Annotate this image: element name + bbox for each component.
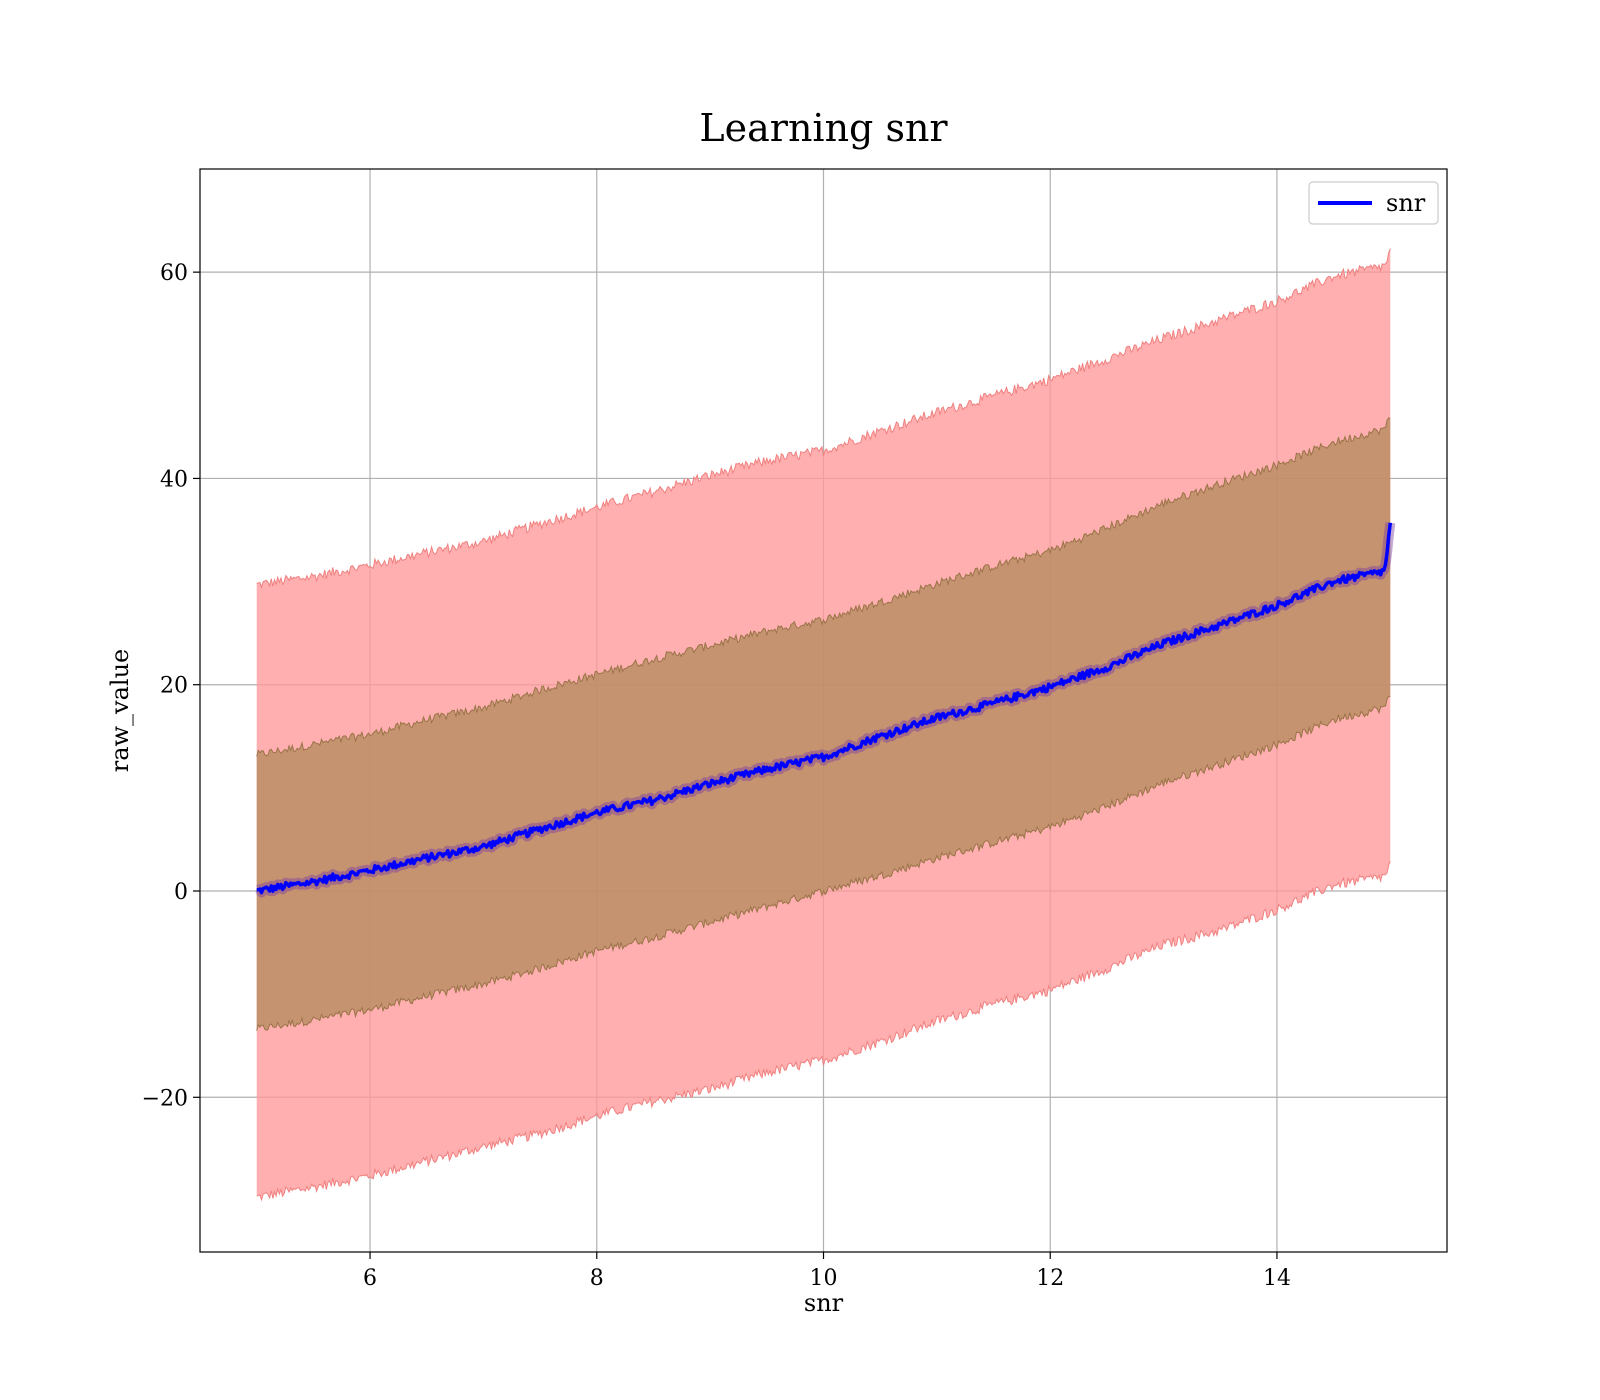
y-tick-label: 20 [160,674,188,699]
series-lines [253,522,1396,898]
y-tick-label: 40 [160,467,188,492]
x-tick-label: 10 [810,1266,838,1291]
chart-title: Learning snr [699,106,948,150]
legend-label-snr: snr [1386,189,1426,217]
x-tick-label: 6 [363,1266,377,1291]
x-axis-label: snr [804,1289,844,1317]
outer-band-upper-edge [256,248,1391,589]
y-tick-label: 60 [160,261,188,286]
legend: snr [1308,181,1439,225]
outer-band-lower-edge [256,861,1391,1202]
axis-ticks: 6 8 10 12 14 −20 0 20 40 60 [142,261,1291,1291]
series-line-snr [256,522,1393,895]
inner-band [256,417,1391,1031]
x-tick-label: 12 [1036,1266,1064,1291]
inner-band-lower-edge [256,695,1391,1031]
legend-box [1308,181,1439,225]
inner-band-upper-edge [256,417,1391,757]
y-tick-label: 0 [174,880,188,905]
x-tick-label: 8 [590,1266,604,1291]
confidence-bands [256,248,1391,1202]
y-axis-label: raw_value [106,649,134,773]
y-tick-label: −20 [142,1086,188,1111]
x-tick-label: 14 [1263,1266,1291,1291]
